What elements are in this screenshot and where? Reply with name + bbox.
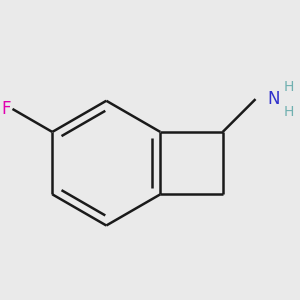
Text: N: N [267,90,280,108]
Text: F: F [1,100,11,118]
Text: H: H [284,105,294,118]
Text: H: H [284,80,294,94]
